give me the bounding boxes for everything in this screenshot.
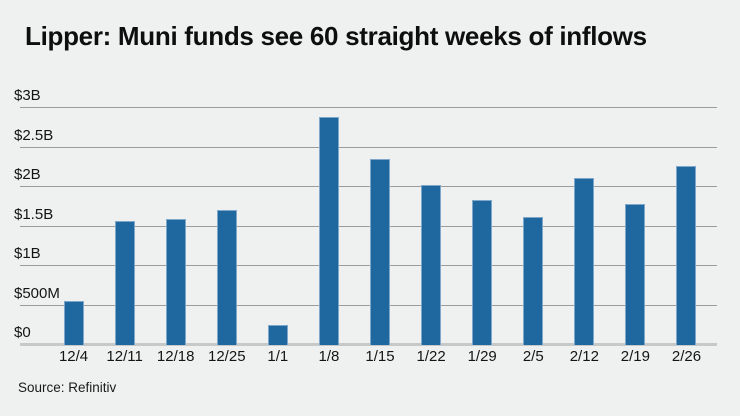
gridline xyxy=(20,225,717,227)
x-tick-label: 2/19 xyxy=(620,348,650,365)
x-tick-label: 12/11 xyxy=(106,348,143,365)
bar-slot xyxy=(457,108,508,345)
x-tick-label: 12/4 xyxy=(58,348,89,365)
bar-slot xyxy=(303,108,354,345)
bar xyxy=(625,204,646,345)
x-tick-label: 2/12 xyxy=(569,348,599,365)
bar xyxy=(318,116,339,345)
y-tick-label: $500M xyxy=(14,284,60,302)
bar-slot xyxy=(48,108,99,345)
plot-area: $3B $2.5B $2B $1.5B $1B $500M $0 xyxy=(14,87,717,346)
gridline xyxy=(20,265,717,267)
bar-slot xyxy=(99,108,150,345)
x-tick-label: 1/22 xyxy=(416,348,446,365)
bar xyxy=(63,300,84,345)
bar xyxy=(114,220,135,345)
bar-slot xyxy=(559,108,610,345)
bar xyxy=(523,217,544,345)
x-tick-label: 12/18 xyxy=(156,348,195,365)
bar xyxy=(267,325,288,345)
bar-slot xyxy=(406,108,457,345)
bar-slot xyxy=(610,108,661,345)
y-tick-label: $1.5B xyxy=(14,205,54,223)
gridline xyxy=(20,186,717,188)
gridline xyxy=(20,146,717,148)
chart-title: Lipper: Muni funds see 60 straight weeks… xyxy=(25,21,647,51)
bar xyxy=(676,165,697,345)
x-tick-label: 12/25 xyxy=(208,348,246,365)
x-tick-label: 1/15 xyxy=(365,348,395,365)
bar xyxy=(421,184,442,345)
bar xyxy=(472,200,493,345)
bar-slot xyxy=(252,108,303,345)
x-tick-label: 2/26 xyxy=(671,348,702,365)
bar xyxy=(165,219,186,345)
x-tick-label: 1/8 xyxy=(318,348,340,365)
y-tick-label: $1B xyxy=(14,245,41,263)
x-tick-label: 1/29 xyxy=(467,348,497,365)
x-tick-label: 2/5 xyxy=(522,348,544,365)
bar-slot xyxy=(150,108,201,345)
y-tick-label: $2.5B xyxy=(14,126,54,144)
bar xyxy=(216,209,237,345)
x-tick-label: 1/1 xyxy=(267,348,289,365)
gridline xyxy=(20,304,717,306)
x-axis-baseline xyxy=(20,343,717,346)
bar xyxy=(574,177,595,345)
y-tick-label: $2B xyxy=(14,166,41,184)
source-label: Source: Refinitiv xyxy=(18,380,117,395)
bar-slot xyxy=(201,108,252,345)
bars-group xyxy=(48,108,712,345)
gridline xyxy=(20,107,717,108)
y-tick-label: $0 xyxy=(14,324,31,341)
y-tick-label: $3B xyxy=(14,87,41,104)
bar-slot xyxy=(661,108,712,345)
bar-slot xyxy=(508,108,559,345)
bar-slot xyxy=(354,108,405,345)
bar xyxy=(370,159,390,345)
x-axis-labels: 12/4 12/11 12/18 12/25 1/1 1/8 1/15 1/22 1/29 2/5… xyxy=(48,348,712,365)
